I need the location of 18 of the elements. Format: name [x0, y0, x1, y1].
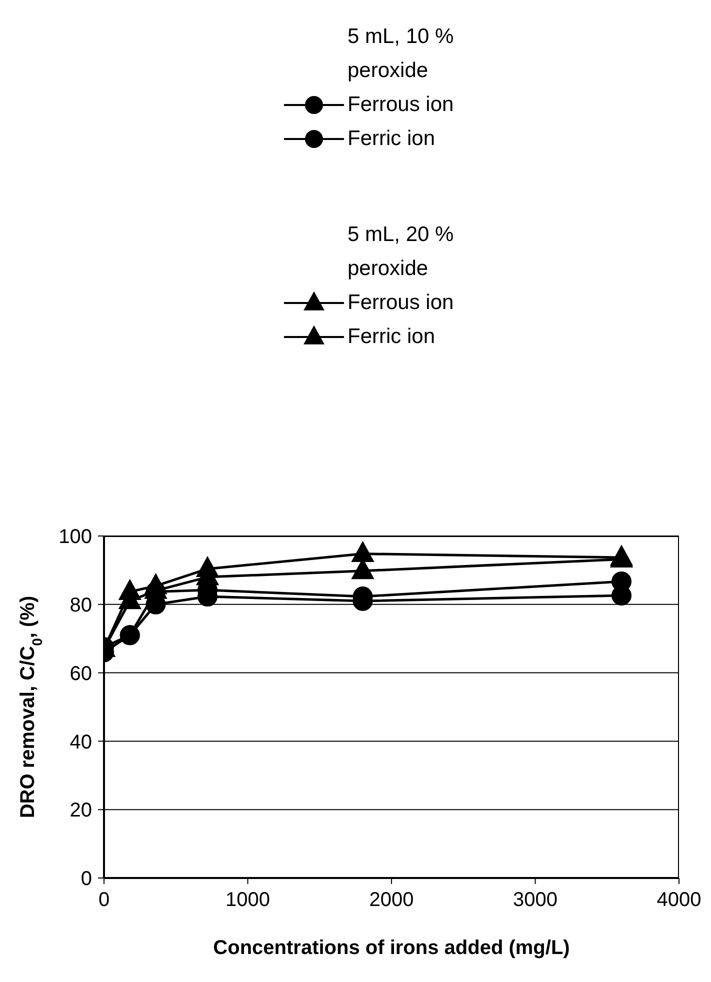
legend-label: Ferric ion [348, 127, 436, 151]
x-tick-label: 4000 [656, 889, 702, 912]
y-tick-label: 80 [70, 594, 92, 616]
x-tick-label: 0 [98, 889, 110, 912]
legend-label: Ferrous ion [348, 93, 454, 117]
x-tick-label: 3000 [513, 889, 558, 912]
x-tick-label: 1000 [226, 889, 270, 912]
text: 5 mL, 10 % peroxide [348, 24, 455, 84]
legend-label: Ferric ion [348, 325, 436, 349]
y-tick-label: 0 [80, 868, 92, 890]
y-tick-label: 40 [70, 731, 92, 754]
y-tick-label: 100 [58, 526, 92, 548]
x-axis-title: Concentrations of irons added (mg/L) [213, 937, 570, 959]
legend-label: Ferrous ion [348, 291, 454, 315]
y-tick-label: 20 [70, 800, 92, 822]
text: 5 mL, 20 % peroxide [348, 222, 455, 282]
y-tick-label: 60 [70, 662, 92, 685]
x-tick-label: 2000 [369, 889, 414, 912]
